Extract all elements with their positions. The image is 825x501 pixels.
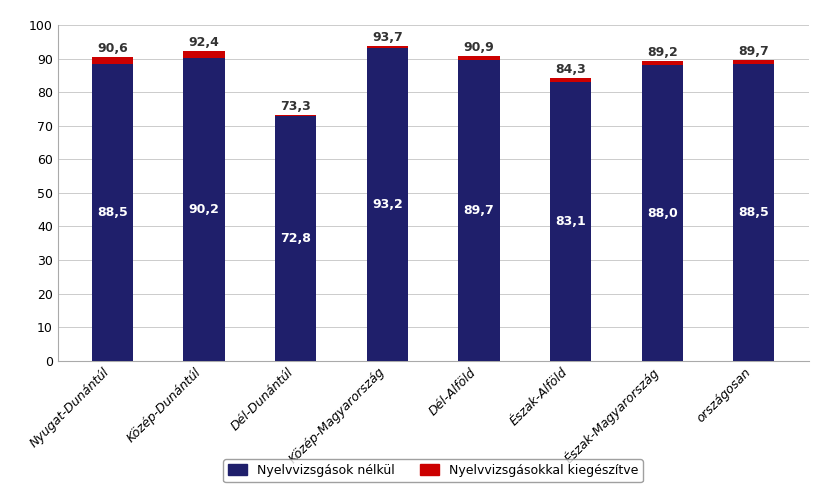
Bar — [459, 56, 500, 361]
Bar — [366, 46, 408, 361]
Text: 89,2: 89,2 — [647, 46, 677, 59]
Bar — [92, 64, 133, 361]
Text: 88,0: 88,0 — [647, 206, 677, 219]
Text: 90,2: 90,2 — [189, 203, 219, 216]
Bar — [92, 57, 133, 361]
Legend: Nyelvvizsgások nélkül, Nyelvvizsgásokkal kiegészítve: Nyelvvizsgások nélkül, Nyelvvizsgásokkal… — [224, 459, 643, 482]
Text: 89,7: 89,7 — [738, 45, 769, 58]
Bar — [183, 51, 224, 361]
Text: 73,3: 73,3 — [280, 100, 311, 113]
Bar — [275, 116, 316, 361]
Text: 93,7: 93,7 — [372, 31, 403, 44]
Bar — [642, 61, 683, 361]
Text: 72,8: 72,8 — [280, 232, 311, 245]
Bar — [550, 82, 592, 361]
Bar — [733, 60, 775, 361]
Bar — [642, 65, 683, 361]
Text: 89,7: 89,7 — [464, 204, 494, 216]
Text: 93,2: 93,2 — [372, 198, 403, 211]
Text: 90,6: 90,6 — [97, 42, 128, 55]
Text: 90,9: 90,9 — [464, 41, 494, 54]
Bar — [459, 60, 500, 361]
Bar — [733, 64, 775, 361]
Text: 84,3: 84,3 — [555, 63, 586, 76]
Bar — [183, 58, 224, 361]
Text: 92,4: 92,4 — [189, 36, 219, 49]
Bar — [550, 78, 592, 361]
Text: 83,1: 83,1 — [555, 215, 586, 228]
Text: 88,5: 88,5 — [738, 206, 769, 218]
Bar — [366, 48, 408, 361]
Bar — [275, 115, 316, 361]
Text: 88,5: 88,5 — [97, 206, 128, 218]
